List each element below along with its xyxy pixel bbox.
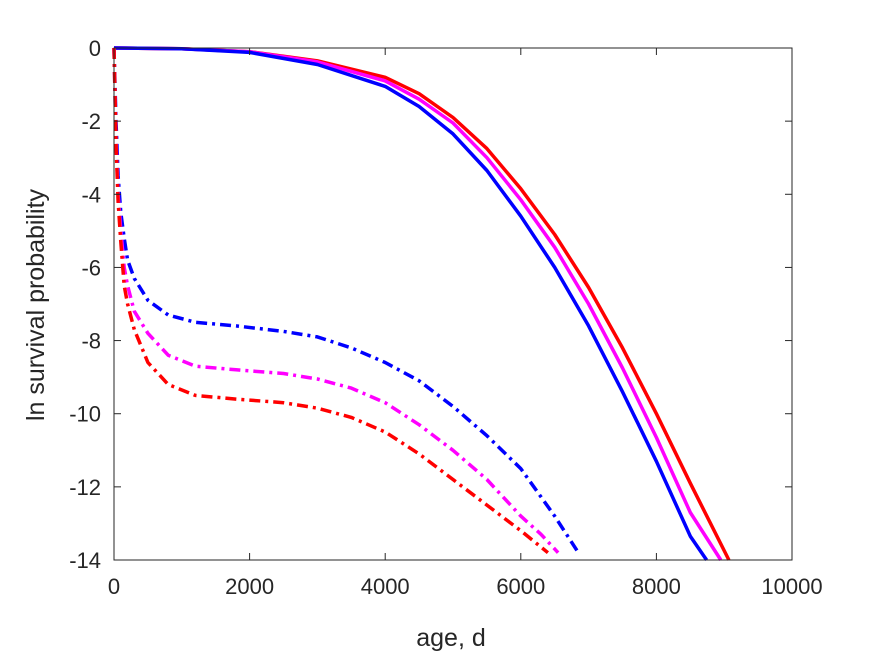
y-tick-label: -4 xyxy=(81,182,101,207)
y-axis-label: ln survival probability xyxy=(22,188,50,421)
x-tick-label: 6000 xyxy=(496,574,545,599)
series-line-2 xyxy=(113,46,723,561)
series-line-1 xyxy=(113,46,731,561)
y-tick-label: -8 xyxy=(81,329,101,354)
series-line-5 xyxy=(112,47,560,554)
y-tick-label: -2 xyxy=(81,109,101,134)
y-tick-label: -6 xyxy=(81,255,101,280)
series-line-3 xyxy=(113,46,709,561)
y-tick-label: 0 xyxy=(89,36,101,61)
x-tick-label: 8000 xyxy=(632,574,681,599)
x-axis-label: age, d xyxy=(416,624,486,652)
series-line-6 xyxy=(112,47,550,555)
x-tick-label: 0 xyxy=(108,574,120,599)
y-tick-label: -12 xyxy=(69,475,101,500)
plot-lines xyxy=(112,46,731,561)
series-line-4 xyxy=(112,47,580,554)
y-axis: 0 -2 -4 -6 -8 -10 -12 -14 xyxy=(69,36,792,573)
x-tick-label: 4000 xyxy=(361,574,410,599)
plot-frame xyxy=(113,47,793,561)
x-tick-label: 10000 xyxy=(761,574,822,599)
x-axis: 0 2000 4000 6000 8000 10000 xyxy=(108,48,823,599)
x-tick-label: 2000 xyxy=(225,574,274,599)
y-tick-label: -10 xyxy=(69,402,101,427)
y-tick-label: -14 xyxy=(69,548,101,573)
